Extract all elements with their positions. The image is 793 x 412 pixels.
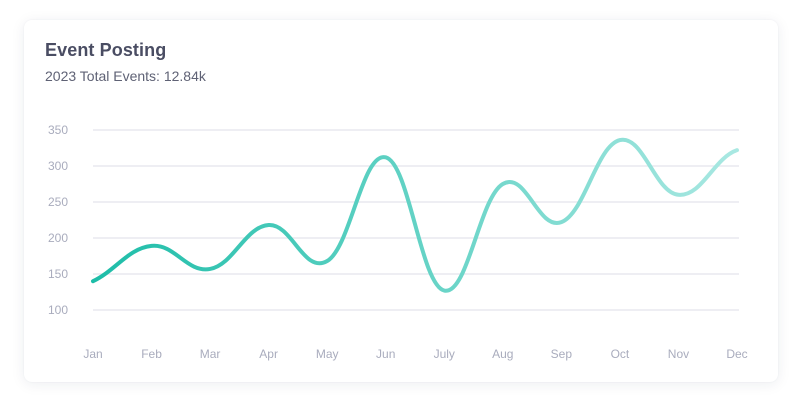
card-title: Event Posting	[45, 40, 167, 60]
y-axis: 100 150 200 250 300 350	[48, 123, 68, 317]
data-point-nov	[673, 190, 683, 200]
x-tick-label-aug: Aug	[492, 347, 513, 361]
x-tick-label-may: May	[316, 347, 339, 361]
card-subtitle: 2023 Total Events: 12.84k	[45, 68, 206, 84]
y-tick-label-300: 300	[48, 159, 68, 173]
y-tick-label-100: 100	[48, 303, 68, 317]
data-point-jun	[381, 152, 391, 162]
grid-lines	[93, 129, 739, 311]
y-tick-label-150: 150	[48, 267, 68, 281]
event-posting-card: Event Posting 2023 Total Events: 12.84k	[24, 20, 778, 382]
x-tick-label-jan: Jan	[83, 347, 102, 361]
x-axis: Jan Feb Mar Apr May Jun July Aug Sep Oct Nov Dec	[83, 347, 747, 361]
data-point-jan	[88, 276, 98, 286]
y-tick-label-250: 250	[48, 195, 68, 209]
data-point-dec	[732, 145, 742, 155]
x-tick-label-feb: Feb	[141, 347, 162, 361]
x-tick-label-oct: Oct	[611, 347, 630, 361]
series-line-0	[91, 138, 739, 293]
data-point-apr	[264, 220, 274, 230]
data-point-july	[439, 286, 449, 296]
data-point-aug	[498, 179, 508, 189]
x-tick-label-jun: Jun	[376, 347, 395, 361]
x-tick-label-sep: Sep	[551, 347, 573, 361]
data-point-mar	[205, 264, 215, 274]
y-tick-label-200: 200	[48, 231, 68, 245]
y-tick-label-350: 350	[48, 123, 68, 137]
data-point-oct	[615, 135, 625, 145]
data-point-sep	[556, 217, 566, 227]
x-tick-label-july: July	[434, 347, 455, 361]
x-tick-label-nov: Nov	[668, 347, 689, 361]
x-tick-label-apr: Apr	[259, 347, 278, 361]
data-point-feb	[147, 241, 157, 251]
x-tick-label-mar: Mar	[200, 347, 221, 361]
series-layer	[88, 135, 742, 296]
x-tick-label-dec: Dec	[726, 347, 747, 361]
data-point-may	[322, 256, 332, 266]
